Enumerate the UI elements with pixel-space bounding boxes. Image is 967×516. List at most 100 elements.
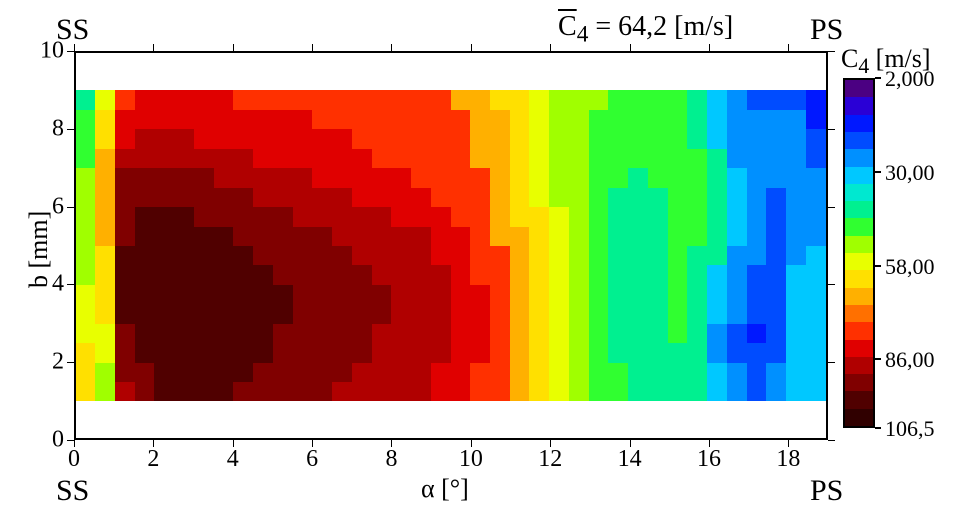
heatmap-cell bbox=[549, 245, 570, 265]
heatmap-cell bbox=[549, 342, 570, 362]
heatmap-cell bbox=[233, 381, 254, 401]
heatmap-cell bbox=[727, 284, 748, 304]
heatmap-cell bbox=[76, 148, 96, 168]
heatmap-cell bbox=[293, 245, 314, 265]
heatmap-cell bbox=[668, 206, 689, 226]
colorbar-segment bbox=[845, 253, 873, 271]
colorbar-segment bbox=[845, 409, 873, 427]
heatmap-cell bbox=[372, 206, 393, 226]
y-tick bbox=[67, 284, 74, 285]
heatmap-cell bbox=[154, 284, 175, 304]
heatmap-cell bbox=[608, 323, 629, 343]
heatmap-cell bbox=[589, 109, 610, 129]
heatmap-cell bbox=[766, 245, 787, 265]
heatmap-cell bbox=[786, 128, 807, 148]
y-tick bbox=[828, 362, 835, 363]
heatmap-cell bbox=[687, 90, 708, 110]
heatmap-cell bbox=[747, 264, 768, 284]
heatmap-cell bbox=[194, 187, 215, 207]
heatmap-cell bbox=[411, 284, 432, 304]
heatmap-cell bbox=[608, 284, 629, 304]
heatmap-cell bbox=[214, 90, 235, 110]
heatmap-cell bbox=[707, 323, 728, 343]
heatmap-cell bbox=[76, 226, 96, 246]
heatmap-cell bbox=[490, 226, 511, 246]
heatmap-cell bbox=[806, 206, 826, 226]
heatmap-cell bbox=[608, 206, 629, 226]
heatmap-cell bbox=[490, 284, 511, 304]
heatmap-cell bbox=[391, 206, 412, 226]
heatmap-cell bbox=[470, 128, 491, 148]
colorbar-segment bbox=[845, 167, 873, 185]
heatmap-cell bbox=[628, 342, 649, 362]
heatmap-cell bbox=[135, 284, 156, 304]
heatmap-cell bbox=[687, 303, 708, 323]
heatmap-cell bbox=[332, 284, 353, 304]
heatmap-cell bbox=[786, 381, 807, 401]
heatmap-cell bbox=[253, 381, 274, 401]
x-tick-label: 4 bbox=[227, 446, 239, 473]
heatmap-cell bbox=[569, 323, 590, 343]
colorbar-segment bbox=[845, 305, 873, 323]
heatmap-cell bbox=[135, 90, 156, 110]
heatmap-cell bbox=[668, 90, 689, 110]
heatmap-cell bbox=[608, 109, 629, 129]
heatmap-cell bbox=[529, 187, 550, 207]
heatmap-cell bbox=[214, 206, 235, 226]
heatmap-cell bbox=[766, 323, 787, 343]
heatmap-cell bbox=[135, 109, 156, 129]
heatmap-cell bbox=[490, 381, 511, 401]
heatmap-cell bbox=[648, 284, 669, 304]
heatmap-cell bbox=[510, 90, 531, 110]
heatmap-cell bbox=[431, 187, 452, 207]
heatmap-cell bbox=[569, 245, 590, 265]
heatmap-cell bbox=[707, 206, 728, 226]
heatmap-cell bbox=[510, 109, 531, 129]
heatmap-cell bbox=[806, 245, 826, 265]
heatmap-cell bbox=[194, 206, 215, 226]
heatmap-cell bbox=[668, 226, 689, 246]
heatmap-cell bbox=[411, 362, 432, 382]
heatmap-cell bbox=[95, 323, 116, 343]
heatmap-cell bbox=[608, 264, 629, 284]
heatmap-cell bbox=[253, 264, 274, 284]
heatmap-cell bbox=[628, 128, 649, 148]
heatmap-cell bbox=[233, 226, 254, 246]
heatmap-cell bbox=[411, 245, 432, 265]
heatmap-cell bbox=[253, 90, 274, 110]
heatmap-cell bbox=[174, 264, 195, 284]
heatmap-cell bbox=[115, 206, 136, 226]
heatmap-cell bbox=[766, 226, 787, 246]
heatmap-cell bbox=[747, 245, 768, 265]
heatmap-cell bbox=[727, 187, 748, 207]
heatmap-cell bbox=[253, 187, 274, 207]
heatmap-cell bbox=[766, 362, 787, 382]
heatmap-cell bbox=[391, 109, 412, 129]
colorbar-segment bbox=[845, 340, 873, 358]
heatmap-cell bbox=[510, 187, 531, 207]
heatmap-cell bbox=[154, 109, 175, 129]
heatmap-cell bbox=[312, 109, 333, 129]
heatmap-cell bbox=[707, 303, 728, 323]
heatmap-cell bbox=[273, 323, 294, 343]
heatmap-cell bbox=[273, 90, 294, 110]
heatmap-cell bbox=[214, 109, 235, 129]
heatmap-cell bbox=[490, 167, 511, 187]
heatmap-cell bbox=[687, 167, 708, 187]
colorbar-tick-label: 58,00 bbox=[885, 254, 935, 280]
heatmap-cell bbox=[549, 226, 570, 246]
colorbar-tick bbox=[875, 358, 881, 360]
heatmap-cell bbox=[76, 128, 96, 148]
heatmap-cell bbox=[332, 109, 353, 129]
heatmap-cell bbox=[273, 109, 294, 129]
heatmap-cell bbox=[628, 187, 649, 207]
heatmap-cell bbox=[529, 342, 550, 362]
heatmap-cell bbox=[411, 148, 432, 168]
heatmap-cell bbox=[510, 128, 531, 148]
heatmap-cell bbox=[707, 148, 728, 168]
heatmap-cell bbox=[569, 342, 590, 362]
heatmap-cell bbox=[747, 323, 768, 343]
heatmap-cell bbox=[549, 128, 570, 148]
heatmap-cell bbox=[352, 187, 373, 207]
heatmap-cell bbox=[76, 167, 96, 187]
